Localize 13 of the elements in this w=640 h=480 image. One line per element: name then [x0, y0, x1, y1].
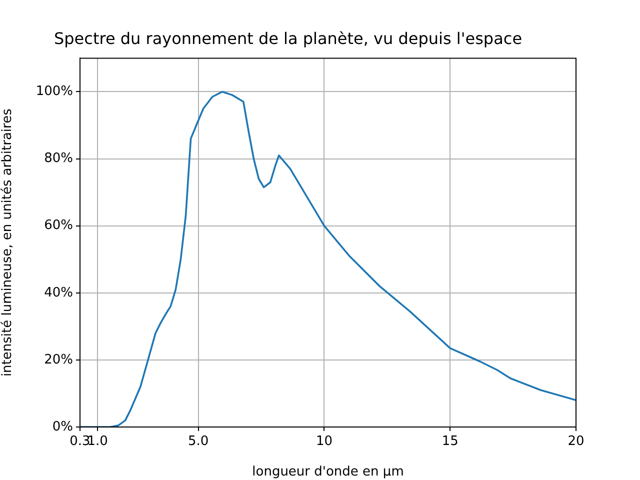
y-axis-title: intensité lumineuse, en unités arbitraires: [0, 108, 16, 377]
x-tick-label: 15: [442, 434, 458, 450]
y-tick-label: 40%: [44, 285, 73, 300]
y-tick-label: 60%: [44, 218, 73, 234]
y-tick-label: 0%: [52, 419, 73, 434]
x-tick-label: 20: [568, 434, 584, 450]
chart-title: Spectre du rayonnement de la planète, vu depuis l'espace: [54, 28, 522, 48]
y-tick-label: 20%: [44, 352, 73, 368]
x-tick-label: 10: [316, 434, 332, 450]
x-tick-label: 5.0: [188, 434, 209, 450]
y-tick-label: 80%: [44, 151, 73, 166]
y-tick-label: 100%: [36, 84, 73, 100]
x-axis-title: longueur d'onde en µm: [252, 464, 404, 480]
